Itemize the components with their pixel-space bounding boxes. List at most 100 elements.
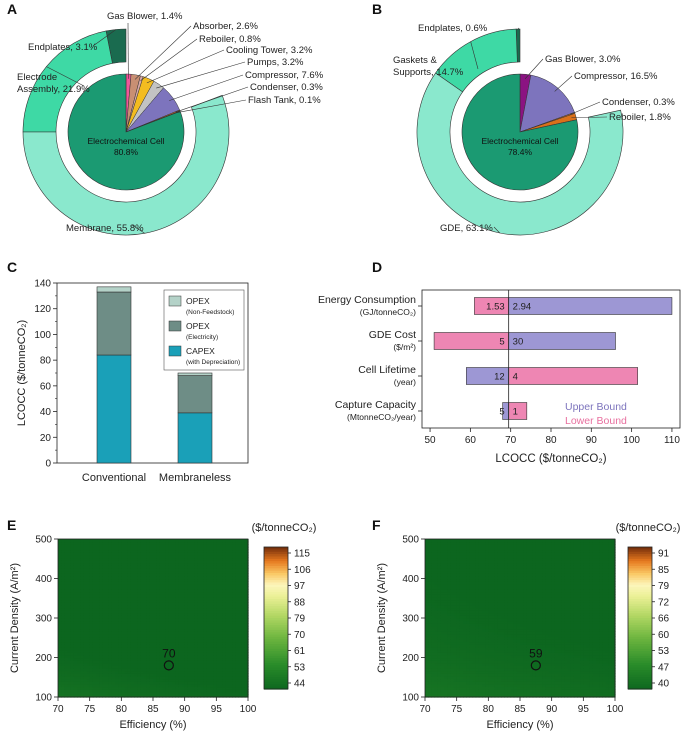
- figure-root: A BC DE FElectrochemical Cell80.8%Gas Blowe…: [0, 0, 685, 736]
- pie-label: Pumps, 3.2%: [247, 57, 304, 68]
- category-label: Energy Consumption: [318, 294, 416, 306]
- x-tick-label: 70: [52, 704, 64, 715]
- y-tick-label: 500: [35, 535, 52, 546]
- pie-label: Supports, 14.7%: [393, 67, 464, 78]
- x-tick-label: 90: [586, 435, 598, 446]
- legend-label: OPEX: [186, 321, 210, 331]
- y-axis-label: LCOCC ($/tonneCO₂): [16, 320, 28, 426]
- y-tick-label: 400: [35, 574, 52, 585]
- leader-line: [147, 50, 224, 83]
- leader-line: [141, 39, 197, 81]
- leader-line: [169, 75, 243, 101]
- pie-chart-b: Electrochemical Cell78.4%Gas Blower, 3.0…: [417, 23, 675, 235]
- bar-value-label: 12: [494, 372, 505, 383]
- y-tick-label: 40: [40, 407, 52, 418]
- x-tick-label: 75: [84, 704, 96, 715]
- bar-value-label: 1.53: [486, 302, 505, 313]
- pie-label: Condenser, 0.3%: [250, 82, 323, 93]
- panel-letter-d: D: [372, 259, 382, 275]
- bar-segment: [178, 413, 212, 463]
- x-tick-label: 70: [505, 435, 517, 446]
- panel-letter-a: A: [7, 1, 17, 17]
- pie-label: Reboiler, 0.8%: [199, 34, 261, 45]
- bar-value-label: 30: [513, 337, 524, 348]
- heatmap-f: 5970 75 80 85 90 95 100100200300400500Efficien…: [376, 522, 680, 731]
- bar-segment: [178, 373, 212, 376]
- y-axis-label: Current Density (A/m²): [9, 563, 21, 673]
- x-tick-label: 60: [465, 435, 477, 446]
- bar-upper: [509, 368, 638, 385]
- pie-label: Cooling Tower, 3.2%: [226, 45, 313, 56]
- y-tick-label: 60: [40, 381, 52, 392]
- category-label: GDE Cost: [369, 329, 416, 341]
- x-tick-label: 80: [116, 704, 128, 715]
- y-tick-label: 120: [34, 304, 51, 315]
- bar-upper: [509, 298, 672, 315]
- category-unit: (MtonneCO₂/year): [347, 412, 416, 422]
- pie-slice-label: 80.8%: [114, 147, 139, 157]
- colorbar-tick-label: 70: [294, 630, 306, 641]
- pie-slice-label: Electrochemical Cell: [482, 136, 559, 146]
- y-tick-label: 300: [35, 614, 52, 625]
- legend-sublabel: (Electricity): [186, 334, 218, 341]
- y-tick-label: 80: [40, 356, 52, 367]
- pie-label: GDE, 63.1%: [440, 223, 493, 234]
- y-tick-label: 100: [35, 693, 52, 704]
- leader-line: [555, 76, 572, 91]
- pie-slice-label: Electrochemical Cell: [88, 136, 165, 146]
- bar-value-label: 1: [513, 407, 518, 418]
- x-tick-label: 110: [664, 435, 680, 446]
- pie-slice-label: 78.4%: [508, 147, 533, 157]
- pie-label: Membrane, 55.8%: [66, 223, 144, 234]
- legend-sublabel: (with Depreciation): [186, 359, 240, 366]
- category-label: Capture Capacity: [335, 399, 417, 411]
- pie-label: Condenser, 0.3%: [602, 97, 675, 108]
- x-category-label: Membraneless: [159, 472, 232, 484]
- bar-value-label: 4: [513, 372, 518, 383]
- legend-swatch: [169, 321, 181, 331]
- pie-chart-a: Electrochemical Cell80.8% Gas Blower, 1.4…: [23, 11, 324, 235]
- x-tick-label: 85: [147, 704, 159, 715]
- panel-letter-f: F: [372, 517, 381, 533]
- x-axis-label: LCOCC ($/tonneCO₂): [495, 453, 606, 465]
- pie-label: Flash Tank, 0.1%: [248, 95, 321, 106]
- category-unit: (GJ/tonneCO₂): [360, 307, 416, 317]
- category-unit: (year): [394, 377, 416, 387]
- pie-label: Compressor, 7.6%: [245, 70, 324, 81]
- pie-label: Gaskets &: [393, 55, 437, 66]
- x-tick-label: 100: [623, 435, 640, 446]
- x-tick-label: 80: [545, 435, 557, 446]
- marker-label: 70: [162, 646, 176, 660]
- bar-value-label: 5: [499, 407, 504, 418]
- colorbar-tick-label: 61: [294, 646, 306, 657]
- colorbar-tick-label: 88: [294, 597, 306, 608]
- colorbar-tick-label: 79: [294, 614, 306, 625]
- colorbar-tick-label: 44: [294, 679, 306, 690]
- colorbar-title: ($/tonneCO₂): [252, 522, 317, 534]
- legend-label: CAPEX: [186, 346, 215, 356]
- y-tick-label: 200: [35, 653, 52, 664]
- bar-segment: [97, 292, 131, 355]
- colorbar-tick-label: 106: [294, 565, 311, 576]
- category-unit: ($/m²): [393, 342, 416, 352]
- bar-upper: [509, 333, 616, 350]
- y-tick-label: 140: [34, 279, 51, 290]
- bar-chart-c: 020406080100120140LCOCC ($/tonneCO₂)Conv…: [16, 279, 248, 485]
- pie-label: Endplates, 3.1%: [28, 42, 98, 53]
- bar-segment: [97, 355, 131, 463]
- legend-sublabel: (Non-Feedstock): [186, 309, 234, 316]
- colorbar-tick-label: 53: [294, 662, 306, 673]
- pie-label: Absorber, 2.6%: [193, 21, 259, 32]
- y-tick-label: 100: [34, 330, 51, 341]
- legend-swatch: [169, 346, 181, 356]
- x-tick-label: 100: [240, 704, 257, 715]
- x-axis-label: Efficiency (%): [119, 719, 186, 731]
- pie-label: Assembly, 21.9%: [17, 84, 90, 95]
- pie-label: Gas Blower, 1.4%: [107, 11, 183, 22]
- tornado-chart-d: 50 60 70 80 90 100 1101.53 2.94Energy Consumpti…: [318, 290, 680, 465]
- legend-label: Lower Bound: [565, 415, 627, 427]
- bar-value-label: 2.94: [513, 302, 532, 313]
- pie-label: Electrode: [17, 72, 57, 83]
- bar-segment: [97, 287, 131, 292]
- heatmap-e: 7070 75 80 85 90 95 100100200300400500Efficien…: [9, 522, 316, 731]
